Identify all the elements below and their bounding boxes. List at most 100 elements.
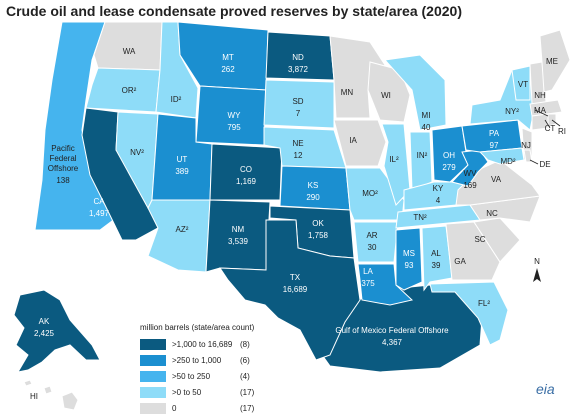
state-vt — [511, 65, 531, 101]
labels-dark: WA OR² ID² NV² AZ² SD 7 NE 12 MN IA WI I… — [30, 47, 566, 401]
state-az — [147, 199, 211, 273]
label-ky-v: 4 — [436, 196, 441, 205]
legend-count: (6) — [240, 355, 250, 365]
label-ne-v: 12 — [294, 151, 303, 160]
label-ga: GA — [454, 257, 466, 266]
label-pfo-2: Federal — [49, 154, 76, 163]
label-md: MD² — [500, 157, 515, 166]
label-va: VA — [491, 175, 502, 184]
label-pa-v: 97 — [490, 141, 499, 150]
legend-item: >250 to 1,000 (6) — [140, 352, 270, 368]
label-mt: MT — [222, 53, 234, 62]
label-fl: FL² — [478, 299, 490, 308]
label-sd-v: 7 — [296, 109, 301, 118]
leader-lines — [529, 109, 561, 165]
legend-item: >0 to 50 (17) — [140, 384, 270, 400]
state-ma — [529, 99, 563, 117]
legend-swatch — [140, 386, 166, 398]
state-tx — [219, 219, 361, 361]
label-me: ME — [546, 57, 558, 66]
label-nj: NJ — [521, 141, 531, 150]
legend-swatch — [140, 402, 166, 414]
label-nd: ND — [292, 53, 304, 62]
label-ca-v: 1,497 — [89, 209, 110, 218]
state-mi — [384, 54, 447, 131]
label-tx: TX — [290, 273, 301, 282]
state-la — [357, 263, 414, 306]
label-gom: Gulf of Mexico Federal Offshore — [335, 326, 449, 335]
label-al-v: 39 — [432, 261, 441, 270]
label-ok-v: 1,758 — [308, 231, 329, 240]
label-ne: NE — [292, 139, 303, 148]
label-co-v: 1,169 — [236, 177, 257, 186]
label-nm-v: 3,539 — [228, 237, 249, 246]
labels-light: MT 262 ND 3,872 WY 795 UT 389 CO 1,169 K… — [34, 53, 500, 347]
eia-logo: eia — [536, 381, 555, 397]
legend-count: (8) — [240, 339, 250, 349]
label-al: AL — [431, 249, 441, 258]
label-pfo-1: Pacific — [51, 144, 75, 153]
label-nm: NM — [232, 225, 245, 234]
legend-item: >1,000 to 16,689 (8) — [140, 336, 270, 352]
legend-swatch — [140, 370, 166, 382]
label-il: IL² — [389, 155, 399, 164]
label-oh-v: 279 — [442, 163, 456, 172]
state-ms — [395, 227, 423, 291]
legend-swatch — [140, 338, 166, 350]
label-ak: AK — [39, 317, 50, 326]
state-mn — [329, 35, 386, 119]
label-ks: KS — [308, 181, 319, 190]
label-ak-v: 2,425 — [34, 329, 55, 338]
legend-swatch — [140, 354, 166, 366]
label-id: ID² — [171, 95, 182, 104]
label-nc: NC — [486, 209, 498, 218]
state-me — [539, 29, 571, 93]
label-mo: MO² — [362, 189, 378, 198]
state-nm — [205, 199, 271, 273]
legend-item: 0 (17) — [140, 400, 270, 416]
north-arrow: N — [533, 257, 541, 282]
label-nd-v: 3,872 — [288, 65, 309, 74]
label-in: IN² — [417, 151, 428, 160]
label-wi: WI — [381, 91, 391, 100]
label-wv: WV — [464, 169, 478, 178]
label-wv-v: 169 — [463, 181, 477, 190]
legend-range: >250 to 1,000 — [172, 355, 222, 365]
label-hi: HI — [30, 392, 38, 401]
legend-range: >0 to 50 — [172, 387, 202, 397]
state-in — [409, 131, 433, 191]
north-arrow-icon — [533, 268, 541, 282]
label-co: CO — [240, 165, 252, 174]
label-ok: OK — [312, 219, 324, 228]
label-wa: WA — [123, 47, 136, 56]
label-ma: MA — [534, 106, 547, 115]
state-ga — [445, 221, 501, 281]
label-mn: MN — [341, 88, 354, 97]
label-tn: TN² — [413, 213, 427, 222]
state-al — [421, 225, 453, 292]
label-pfo-v: 138 — [56, 176, 70, 185]
state-ia — [333, 119, 387, 167]
north-label: N — [534, 257, 540, 266]
legend-title: million barrels (state/area count) — [140, 323, 255, 332]
state-ak — [13, 289, 101, 373]
legend-item: >50 to 250 (4) — [140, 368, 270, 384]
legend-range: >50 to 250 — [172, 371, 211, 381]
legend-count: (4) — [240, 371, 250, 381]
label-ut: UT — [177, 155, 188, 164]
label-ar: AR — [366, 231, 377, 240]
label-wy-v: 795 — [227, 123, 241, 132]
label-de: DE — [539, 160, 550, 169]
label-la-v: 375 — [361, 279, 375, 288]
legend-count: (17) — [240, 387, 255, 397]
legend-range: >1,000 to 16,689 — [172, 339, 233, 349]
label-ri: RI — [558, 127, 566, 136]
label-nh: NH — [534, 91, 546, 100]
label-sc: SC — [474, 235, 485, 244]
label-tx-v: 16,689 — [283, 285, 308, 294]
label-ny: NY² — [505, 107, 519, 116]
label-mi: MI — [422, 111, 431, 120]
state-de — [523, 149, 533, 163]
label-ks-v: 290 — [306, 193, 320, 202]
label-ia: IA — [349, 136, 357, 145]
